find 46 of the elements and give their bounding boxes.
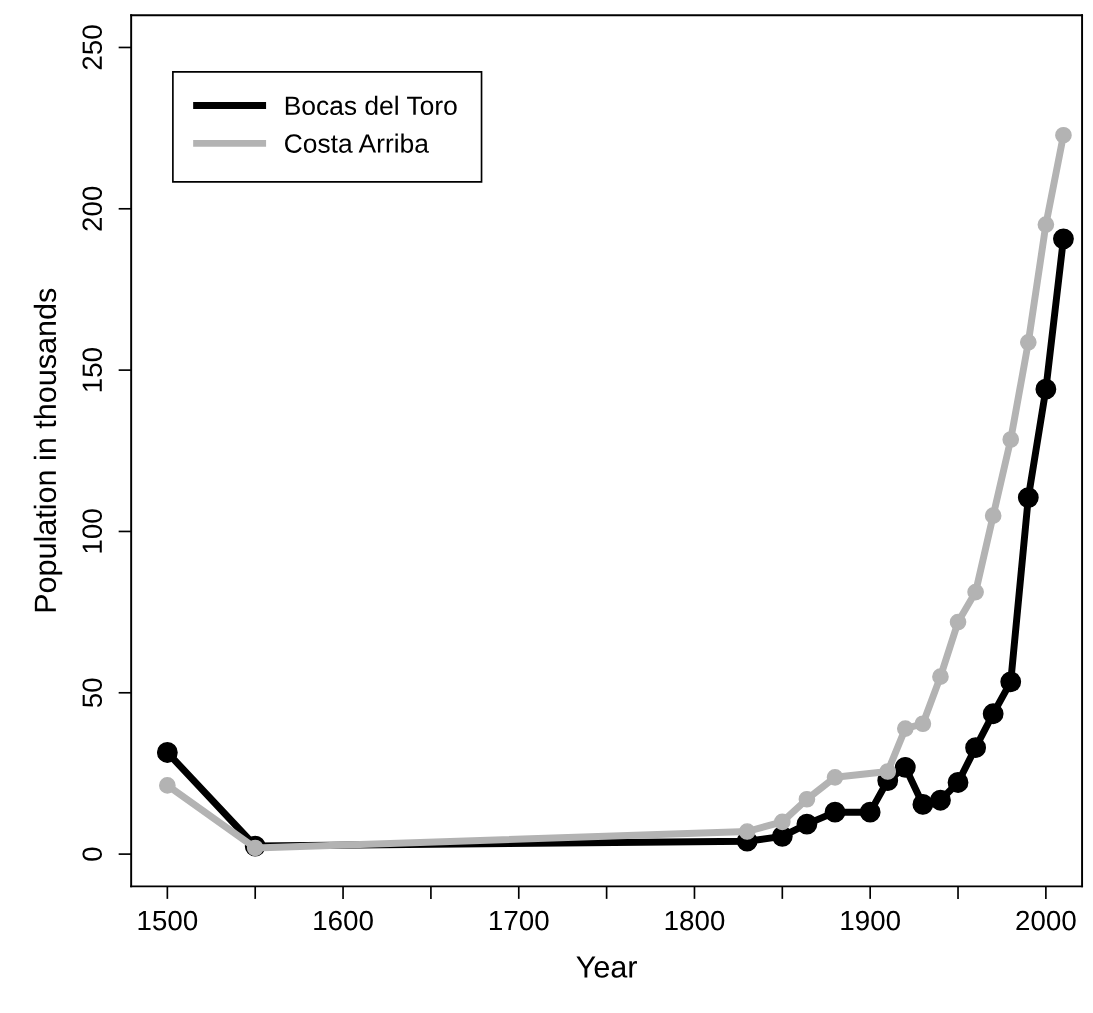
point	[965, 737, 987, 759]
point	[159, 777, 176, 794]
legend-label: Costa Arriba	[285, 133, 429, 153]
point	[1053, 228, 1074, 250]
point	[930, 789, 951, 811]
x-tick-label: 1600	[314, 910, 373, 931]
point	[912, 794, 934, 815]
x-tick-label: 1700	[489, 910, 549, 931]
y-tick-label: 250	[82, 25, 103, 70]
point	[982, 703, 1004, 725]
y-tick-label: 200	[82, 186, 103, 231]
point	[859, 801, 881, 823]
point	[967, 583, 984, 601]
point	[984, 507, 1002, 524]
x-tick-label: 2000	[1016, 910, 1076, 931]
point	[156, 742, 178, 763]
y-tick-label: 50	[82, 678, 103, 708]
y-tick-label: 0	[82, 847, 103, 861]
point	[738, 823, 756, 840]
point	[896, 720, 914, 737]
x-axis-title: Year	[576, 956, 637, 978]
point	[947, 772, 969, 793]
x-tick-label: 1800	[665, 910, 725, 931]
y-tick-label: 100	[82, 509, 103, 553]
point	[932, 668, 949, 685]
point	[1019, 334, 1037, 351]
point	[1002, 431, 1020, 448]
legend-label: Bocas del Toro	[285, 95, 457, 116]
point	[894, 756, 916, 778]
point	[826, 768, 844, 786]
point	[1055, 126, 1072, 144]
point	[1035, 378, 1057, 400]
point	[796, 813, 818, 835]
x-tick-label: 1900	[841, 910, 900, 931]
point	[949, 613, 967, 631]
point	[773, 813, 791, 831]
y-axis-title: Population in thousands	[33, 288, 63, 612]
point	[1000, 671, 1022, 693]
x-tick-label: 1500	[138, 910, 198, 931]
y-tick-label: 150	[82, 348, 103, 392]
point	[1037, 216, 1055, 233]
point	[798, 790, 816, 808]
point	[914, 715, 932, 733]
point	[879, 763, 897, 780]
point	[824, 801, 846, 823]
point	[1017, 487, 1039, 508]
